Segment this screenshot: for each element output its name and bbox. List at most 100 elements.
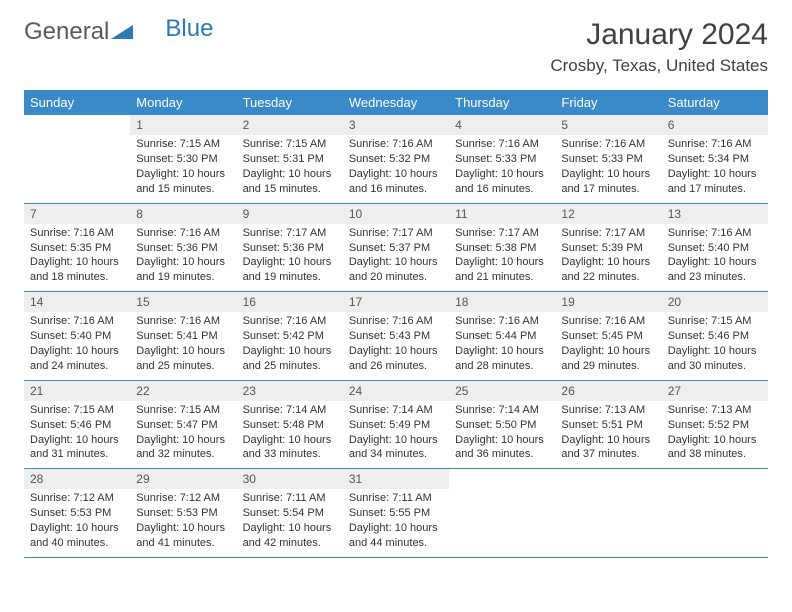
- daylight-text-1: Daylight: 10 hours: [136, 344, 230, 359]
- day-details: Sunrise: 7:14 AMSunset: 5:48 PMDaylight:…: [237, 401, 343, 468]
- day-number: 17: [343, 292, 449, 312]
- sunset-text: Sunset: 5:46 PM: [30, 418, 124, 433]
- day-number: 12: [555, 204, 661, 224]
- calendar-day-cell: 3Sunrise: 7:16 AMSunset: 5:32 PMDaylight…: [343, 115, 449, 203]
- calendar-body: .....1Sunrise: 7:15 AMSunset: 5:30 PMDay…: [24, 115, 768, 557]
- daylight-text-2: and 42 minutes.: [243, 536, 337, 551]
- sunrise-text: Sunrise: 7:16 AM: [455, 314, 549, 329]
- calendar-day-cell: 8Sunrise: 7:16 AMSunset: 5:36 PMDaylight…: [130, 203, 236, 292]
- daylight-text-1: Daylight: 10 hours: [30, 521, 124, 536]
- calendar-week-row: .....1Sunrise: 7:15 AMSunset: 5:30 PMDay…: [24, 115, 768, 203]
- daylight-text-1: Daylight: 10 hours: [243, 167, 337, 182]
- day-details: Sunrise: 7:16 AMSunset: 5:44 PMDaylight:…: [449, 312, 555, 379]
- calendar-day-cell: 11Sunrise: 7:17 AMSunset: 5:38 PMDayligh…: [449, 203, 555, 292]
- calendar-day-cell: 6Sunrise: 7:16 AMSunset: 5:34 PMDaylight…: [662, 115, 768, 203]
- calendar-day-cell: 27Sunrise: 7:13 AMSunset: 5:52 PMDayligh…: [662, 380, 768, 469]
- day-details: Sunrise: 7:16 AMSunset: 5:40 PMDaylight:…: [24, 312, 130, 379]
- brand-part1: General: [24, 18, 109, 46]
- sunrise-text: Sunrise: 7:16 AM: [349, 314, 443, 329]
- calendar-day-cell: 4Sunrise: 7:16 AMSunset: 5:33 PMDaylight…: [449, 115, 555, 203]
- sunset-text: Sunset: 5:45 PM: [561, 329, 655, 344]
- calendar-day-cell: 21Sunrise: 7:15 AMSunset: 5:46 PMDayligh…: [24, 380, 130, 469]
- daylight-text-2: and 22 minutes.: [561, 270, 655, 285]
- sunset-text: Sunset: 5:35 PM: [30, 241, 124, 256]
- day-details: Sunrise: 7:16 AMSunset: 5:42 PMDaylight:…: [237, 312, 343, 379]
- day-details: Sunrise: 7:16 AMSunset: 5:35 PMDaylight:…: [24, 224, 130, 291]
- calendar-table: SundayMondayTuesdayWednesdayThursdayFrid…: [24, 90, 768, 558]
- calendar-day-cell: 30Sunrise: 7:11 AMSunset: 5:54 PMDayligh…: [237, 469, 343, 558]
- sunset-text: Sunset: 5:53 PM: [30, 506, 124, 521]
- weekday-header: Friday: [555, 90, 661, 115]
- calendar-day-cell: 16Sunrise: 7:16 AMSunset: 5:42 PMDayligh…: [237, 292, 343, 381]
- day-number: 7: [24, 204, 130, 224]
- sunset-text: Sunset: 5:34 PM: [668, 152, 762, 167]
- daylight-text-2: and 17 minutes.: [561, 182, 655, 197]
- daylight-text-2: and 33 minutes.: [243, 447, 337, 462]
- daylight-text-1: Daylight: 10 hours: [455, 255, 549, 270]
- brand-part2: Blue: [165, 15, 213, 43]
- day-details: Sunrise: 7:16 AMSunset: 5:34 PMDaylight:…: [662, 135, 768, 202]
- day-details: Sunrise: 7:15 AMSunset: 5:46 PMDaylight:…: [662, 312, 768, 379]
- day-number: 8: [130, 204, 236, 224]
- daylight-text-2: and 19 minutes.: [136, 270, 230, 285]
- daylight-text-2: and 32 minutes.: [136, 447, 230, 462]
- sunset-text: Sunset: 5:48 PM: [243, 418, 337, 433]
- sunset-text: Sunset: 5:36 PM: [136, 241, 230, 256]
- sunrise-text: Sunrise: 7:12 AM: [136, 491, 230, 506]
- day-number: 18: [449, 292, 555, 312]
- daylight-text-1: Daylight: 10 hours: [349, 521, 443, 536]
- sunset-text: Sunset: 5:52 PM: [668, 418, 762, 433]
- day-details: Sunrise: 7:13 AMSunset: 5:52 PMDaylight:…: [662, 401, 768, 468]
- sunrise-text: Sunrise: 7:13 AM: [561, 403, 655, 418]
- calendar-day-cell: 26Sunrise: 7:13 AMSunset: 5:51 PMDayligh…: [555, 380, 661, 469]
- day-details: Sunrise: 7:12 AMSunset: 5:53 PMDaylight:…: [24, 489, 130, 556]
- daylight-text-1: Daylight: 10 hours: [136, 255, 230, 270]
- sunrise-text: Sunrise: 7:16 AM: [243, 314, 337, 329]
- calendar-day-cell: .....: [24, 115, 130, 203]
- sunset-text: Sunset: 5:53 PM: [136, 506, 230, 521]
- calendar-day-cell: .....: [449, 469, 555, 558]
- weekday-header: Saturday: [662, 90, 768, 115]
- calendar-day-cell: 20Sunrise: 7:15 AMSunset: 5:46 PMDayligh…: [662, 292, 768, 381]
- sunrise-text: Sunrise: 7:15 AM: [136, 403, 230, 418]
- day-details: Sunrise: 7:17 AMSunset: 5:38 PMDaylight:…: [449, 224, 555, 291]
- sunrise-text: Sunrise: 7:12 AM: [30, 491, 124, 506]
- daylight-text-1: Daylight: 10 hours: [243, 344, 337, 359]
- calendar-day-cell: 18Sunrise: 7:16 AMSunset: 5:44 PMDayligh…: [449, 292, 555, 381]
- calendar-day-cell: 28Sunrise: 7:12 AMSunset: 5:53 PMDayligh…: [24, 469, 130, 558]
- sunrise-text: Sunrise: 7:14 AM: [349, 403, 443, 418]
- daylight-text-1: Daylight: 10 hours: [561, 433, 655, 448]
- weekday-header: Wednesday: [343, 90, 449, 115]
- sunrise-text: Sunrise: 7:11 AM: [349, 491, 443, 506]
- day-number: 11: [449, 204, 555, 224]
- day-details: Sunrise: 7:12 AMSunset: 5:53 PMDaylight:…: [130, 489, 236, 556]
- day-details: Sunrise: 7:15 AMSunset: 5:47 PMDaylight:…: [130, 401, 236, 468]
- sunset-text: Sunset: 5:33 PM: [455, 152, 549, 167]
- daylight-text-1: Daylight: 10 hours: [561, 167, 655, 182]
- sunset-text: Sunset: 5:46 PM: [668, 329, 762, 344]
- calendar-day-cell: 22Sunrise: 7:15 AMSunset: 5:47 PMDayligh…: [130, 380, 236, 469]
- calendar-day-cell: 14Sunrise: 7:16 AMSunset: 5:40 PMDayligh…: [24, 292, 130, 381]
- daylight-text-2: and 40 minutes.: [30, 536, 124, 551]
- daylight-text-2: and 31 minutes.: [30, 447, 124, 462]
- calendar-week-row: 14Sunrise: 7:16 AMSunset: 5:40 PMDayligh…: [24, 292, 768, 381]
- sunrise-text: Sunrise: 7:17 AM: [349, 226, 443, 241]
- sunrise-text: Sunrise: 7:14 AM: [243, 403, 337, 418]
- daylight-text-2: and 26 minutes.: [349, 359, 443, 374]
- day-number: 23: [237, 381, 343, 401]
- daylight-text-2: and 20 minutes.: [349, 270, 443, 285]
- daylight-text-1: Daylight: 10 hours: [136, 521, 230, 536]
- daylight-text-2: and 29 minutes.: [561, 359, 655, 374]
- daylight-text-2: and 28 minutes.: [455, 359, 549, 374]
- daylight-text-2: and 23 minutes.: [668, 270, 762, 285]
- calendar-day-cell: 12Sunrise: 7:17 AMSunset: 5:39 PMDayligh…: [555, 203, 661, 292]
- calendar-day-cell: 2Sunrise: 7:15 AMSunset: 5:31 PMDaylight…: [237, 115, 343, 203]
- daylight-text-2: and 18 minutes.: [30, 270, 124, 285]
- calendar-day-cell: 13Sunrise: 7:16 AMSunset: 5:40 PMDayligh…: [662, 203, 768, 292]
- sunset-text: Sunset: 5:39 PM: [561, 241, 655, 256]
- day-number: 27: [662, 381, 768, 401]
- daylight-text-2: and 16 minutes.: [455, 182, 549, 197]
- sunrise-text: Sunrise: 7:17 AM: [561, 226, 655, 241]
- daylight-text-1: Daylight: 10 hours: [668, 255, 762, 270]
- daylight-text-2: and 25 minutes.: [243, 359, 337, 374]
